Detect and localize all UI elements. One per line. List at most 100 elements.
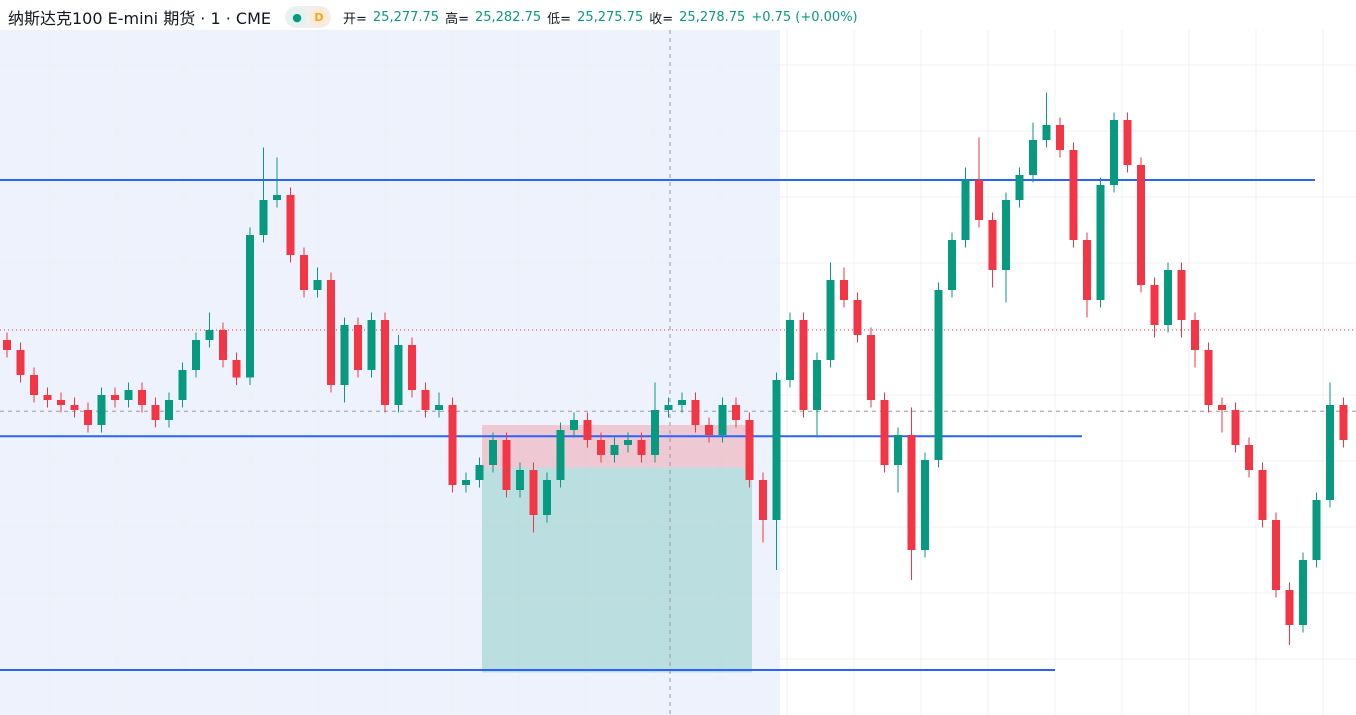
candle-body — [934, 290, 943, 460]
candle-body — [394, 345, 403, 405]
candle-body — [718, 405, 727, 435]
candle-body — [867, 335, 875, 400]
candle-body — [219, 330, 227, 360]
candle-body — [1245, 445, 1253, 470]
candle-body — [1258, 470, 1267, 520]
ohlc-value: 25,282.75 — [474, 9, 542, 25]
ohlc-value: 25,275.75 — [577, 9, 644, 25]
candle-body — [97, 395, 106, 425]
candle-body — [543, 480, 551, 515]
candle-body — [3, 340, 11, 350]
candle-body — [138, 390, 146, 405]
candle-body — [57, 400, 65, 405]
candle-body — [691, 400, 700, 425]
candle-body — [880, 400, 889, 465]
candle-body — [205, 330, 214, 340]
candle-body — [961, 180, 970, 240]
candle-body — [43, 395, 52, 400]
candle-body — [732, 405, 740, 420]
candle-body — [826, 280, 835, 360]
candle-body — [894, 435, 902, 465]
candle-body — [502, 440, 511, 490]
candle-body — [610, 445, 619, 455]
candle-body — [772, 380, 781, 520]
candle-body — [1096, 185, 1105, 300]
candle-body — [259, 200, 268, 235]
candle-body — [381, 320, 389, 405]
candle-body — [556, 430, 565, 480]
candle-body — [84, 410, 92, 425]
candle-body — [597, 440, 605, 455]
candle-body — [1069, 150, 1078, 240]
candle-body — [232, 360, 241, 378]
candle-body — [907, 435, 916, 550]
candle-body — [1272, 520, 1280, 590]
candle-body — [853, 300, 862, 335]
candle-body — [489, 440, 497, 465]
candle-body — [1177, 270, 1186, 320]
candle-body — [1056, 125, 1064, 150]
ohlc-label: 收= — [649, 11, 674, 27]
candle-body — [327, 280, 335, 385]
selection-shade — [0, 30, 780, 715]
candle-body — [1164, 270, 1172, 325]
candle-body — [1191, 320, 1199, 350]
target-zone — [482, 467, 752, 673]
delay-badge[interactable]: D — [309, 7, 329, 27]
candle-body — [975, 180, 983, 220]
candle-body — [151, 405, 160, 420]
candle-body — [1015, 175, 1024, 200]
candle-body — [948, 240, 956, 290]
candle-body — [759, 480, 767, 520]
candle-body — [165, 400, 173, 420]
candle-body — [651, 410, 659, 455]
candle-body — [178, 370, 187, 400]
candle-body — [1299, 560, 1307, 625]
candle-body — [813, 360, 821, 410]
candle-body — [516, 470, 524, 490]
candle-body — [448, 405, 457, 485]
candle-body — [1137, 165, 1145, 285]
candle-body — [462, 480, 470, 485]
header: 纳斯达克100 E-mini 期货 · 1 · CME ● D 开= 25,277… — [8, 5, 858, 29]
candle-body — [16, 350, 25, 375]
candle-body — [1123, 120, 1132, 165]
candle-body — [1204, 350, 1213, 405]
candle-body — [678, 400, 686, 405]
grid — [0, 30, 1356, 715]
candle-body — [745, 420, 754, 480]
candle-body — [1339, 405, 1348, 440]
candle-body — [529, 470, 538, 515]
candle-body — [1042, 125, 1051, 140]
candle-body — [637, 440, 646, 455]
candle-body — [192, 340, 200, 370]
candle-body — [664, 405, 673, 410]
candle-body — [921, 460, 929, 550]
candle-body — [246, 235, 254, 378]
candle-body — [124, 390, 133, 400]
candle-body — [1083, 240, 1091, 300]
candle-body — [799, 320, 808, 410]
ohlc-label: 低= — [547, 11, 572, 27]
candle-body — [570, 420, 578, 430]
candle-body — [1218, 405, 1226, 410]
candle-body — [583, 420, 592, 440]
candle-body — [705, 425, 713, 435]
change: +0.75 (+0.00%) — [751, 9, 858, 25]
symbol-title[interactable]: 纳斯达克100 E-mini 期货 · 1 · CME — [8, 9, 271, 28]
candle-body — [286, 195, 295, 255]
market-status[interactable]: ● — [287, 7, 307, 27]
candle-body — [1110, 120, 1118, 185]
candle-body — [1231, 410, 1240, 445]
candle-body — [988, 220, 997, 270]
candle-body — [1312, 500, 1321, 560]
ohlc-value: 25,278.75 — [679, 9, 746, 25]
candle-body — [408, 345, 416, 390]
status-pill[interactable]: ● D — [285, 6, 331, 28]
candle-body — [1002, 200, 1010, 270]
candle-body — [367, 320, 376, 370]
candle-body — [786, 320, 794, 380]
candle-body — [1150, 285, 1159, 325]
